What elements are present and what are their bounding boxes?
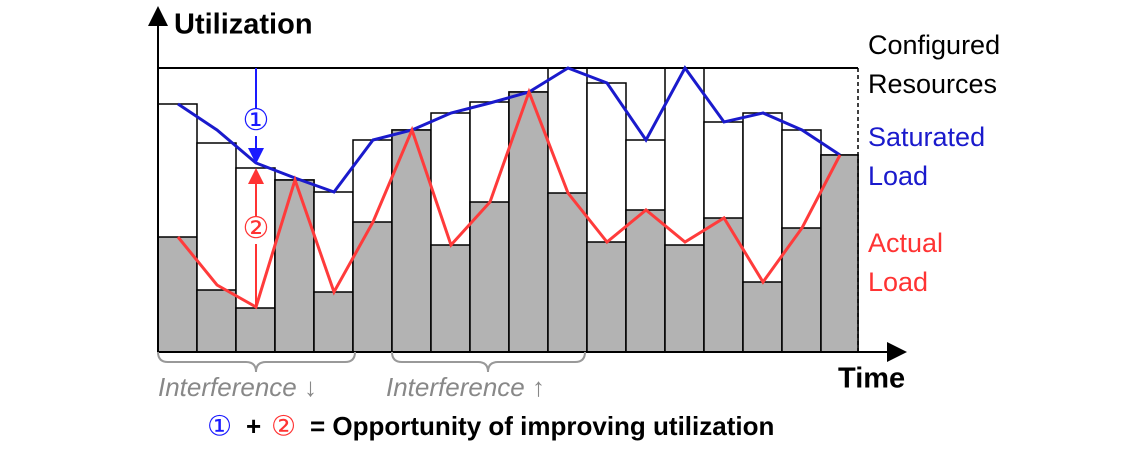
bar [235, 307, 276, 353]
bar [547, 192, 588, 353]
footnote-text: = Opportunity of improving utilization [310, 411, 774, 441]
brace-label: Interference ↓ [158, 372, 317, 402]
legend-configured: Resources [868, 69, 997, 99]
legend-actual: Actual [868, 228, 943, 258]
bar [430, 244, 471, 353]
bars [157, 67, 859, 353]
brace [157, 351, 356, 373]
legend-saturated: Load [868, 161, 928, 191]
legend-saturated: Saturated [868, 122, 985, 152]
marker-bg [243, 108, 269, 136]
saturated-load-line [177, 65, 841, 194]
x-axis-label: Time [838, 363, 905, 395]
bar [742, 281, 783, 353]
bar [820, 154, 859, 353]
bar [508, 91, 549, 353]
bar [352, 221, 393, 353]
legend-configured: Configured [868, 30, 1000, 60]
bar [313, 291, 354, 353]
marker-bg [243, 216, 269, 244]
bar [196, 289, 237, 353]
bar [157, 236, 198, 353]
footnote-plus: + [246, 411, 261, 441]
bar [469, 201, 510, 353]
y-axis-label: Utilization [174, 9, 313, 41]
marker-1: ① [243, 104, 270, 137]
bar [625, 209, 666, 353]
bar [274, 179, 315, 353]
brace-label: Interference ↑ [386, 372, 545, 402]
bar [586, 241, 627, 353]
footnote-marker-1: ① [207, 410, 232, 441]
legend-actual: Load [868, 267, 928, 297]
bar [664, 244, 705, 353]
brace [391, 351, 586, 373]
marker-2: ② [243, 212, 270, 245]
footnote-marker-2: ② [271, 410, 296, 441]
actual-load-line [176, 87, 842, 310]
